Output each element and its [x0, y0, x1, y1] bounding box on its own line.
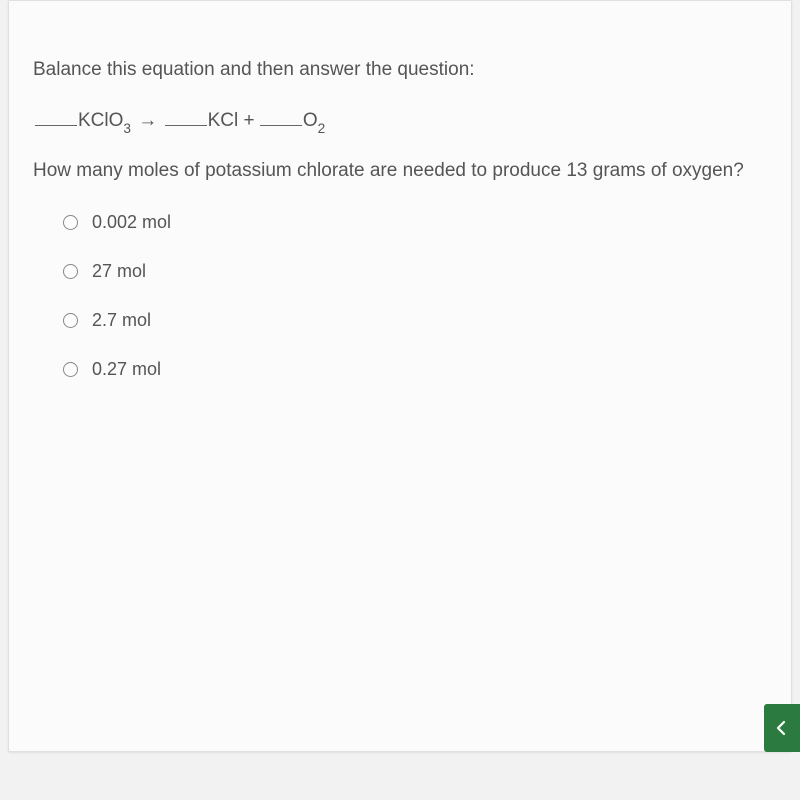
radio-icon [63, 313, 78, 328]
question-card: Balance this equation and then answer th… [8, 0, 792, 752]
arrow-left-icon [774, 720, 790, 736]
answer-options: 0.002 mol 27 mol 2.7 mol 0.27 mol [33, 212, 767, 380]
option-label: 27 mol [92, 261, 146, 282]
product-2: O [303, 110, 318, 131]
option-b[interactable]: 27 mol [63, 261, 767, 282]
product-1: KCl [208, 110, 239, 131]
question-text: How many moles of potassium chlorate are… [33, 160, 767, 182]
nav-back-button[interactable] [764, 704, 800, 752]
coefficient-blank-1 [35, 107, 77, 126]
coefficient-blank-2 [165, 107, 207, 126]
reactant-1-subscript: 3 [123, 121, 131, 136]
radio-icon [63, 362, 78, 377]
option-d[interactable]: 0.27 mol [63, 359, 767, 380]
option-c[interactable]: 2.7 mol [63, 310, 767, 331]
reactant-1: KClO [78, 110, 123, 131]
chemical-equation: KClO3 → KCl + O2 [33, 107, 767, 134]
coefficient-blank-3 [260, 107, 302, 126]
option-a[interactable]: 0.002 mol [63, 212, 767, 233]
radio-icon [63, 264, 78, 279]
instruction-text: Balance this equation and then answer th… [33, 59, 767, 81]
option-label: 0.27 mol [92, 359, 161, 380]
reaction-arrow: → [138, 110, 157, 131]
radio-icon [63, 215, 78, 230]
plus-sign: + [243, 110, 254, 131]
option-label: 2.7 mol [92, 310, 151, 331]
product-2-subscript: 2 [318, 121, 326, 136]
option-label: 0.002 mol [92, 212, 171, 233]
